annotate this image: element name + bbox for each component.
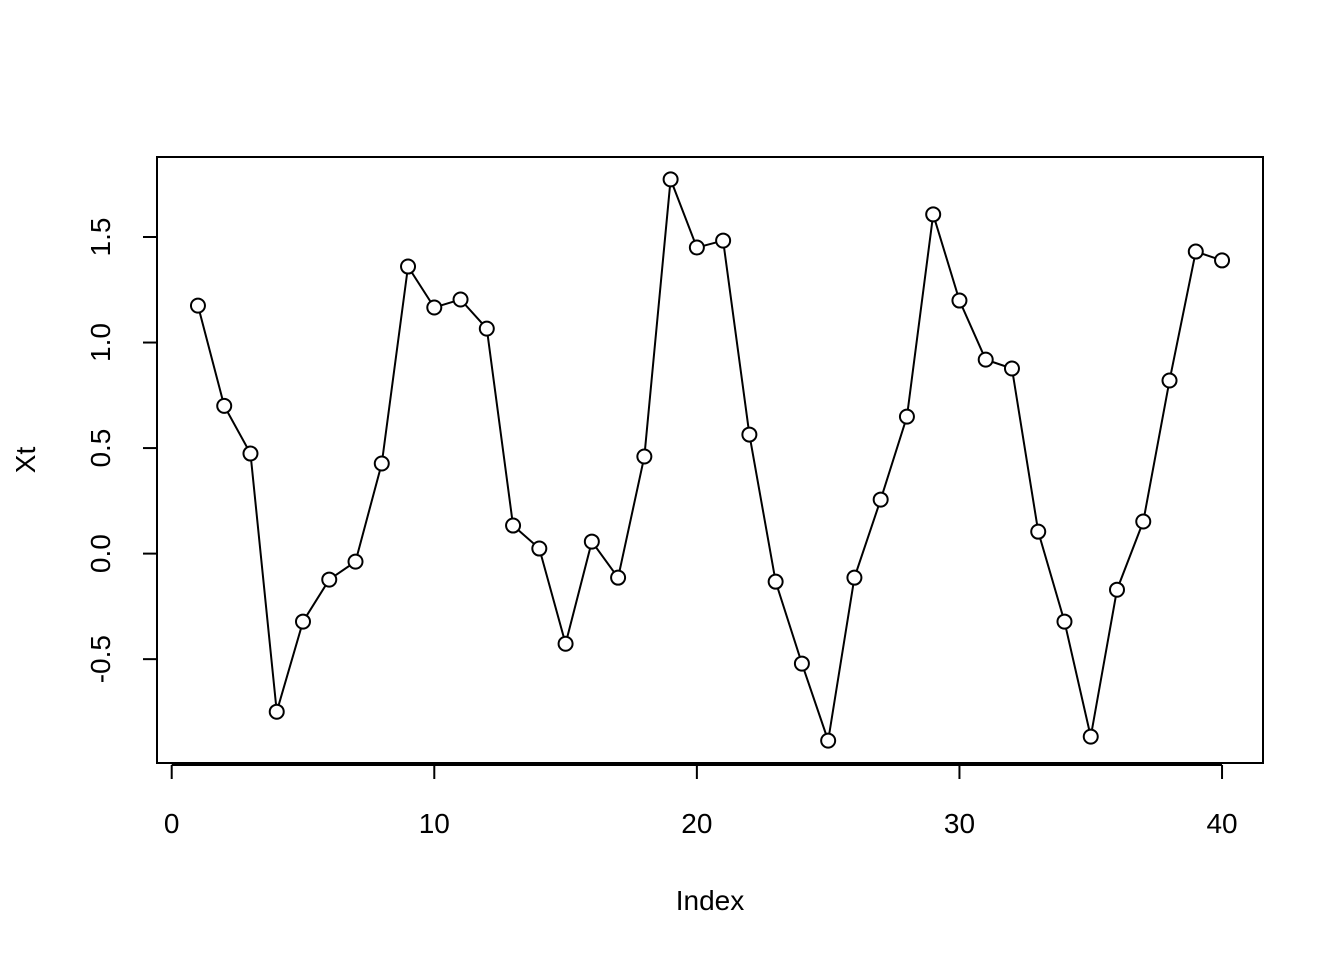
point bbox=[242, 445, 259, 462]
point bbox=[1161, 372, 1178, 389]
x-tick-label: 0 bbox=[164, 808, 180, 839]
point bbox=[688, 239, 705, 256]
point bbox=[767, 573, 784, 590]
x-axis-label: Index bbox=[676, 885, 745, 916]
point bbox=[1214, 252, 1231, 269]
point bbox=[846, 569, 863, 586]
y-tick-label: 1.5 bbox=[85, 218, 116, 257]
point bbox=[452, 291, 469, 308]
point bbox=[557, 635, 574, 652]
point bbox=[1135, 513, 1152, 530]
point bbox=[294, 613, 311, 630]
point bbox=[1082, 728, 1099, 745]
point bbox=[1030, 523, 1047, 540]
point bbox=[373, 455, 390, 472]
point bbox=[505, 517, 522, 534]
point bbox=[426, 299, 443, 316]
y-tick-label: 1.0 bbox=[85, 323, 116, 362]
point bbox=[636, 448, 653, 465]
point bbox=[662, 171, 679, 188]
point bbox=[1003, 360, 1020, 377]
point bbox=[268, 703, 285, 720]
plot-box bbox=[156, 156, 1264, 764]
point bbox=[820, 732, 837, 749]
point bbox=[1056, 613, 1073, 630]
point bbox=[898, 408, 915, 425]
y-tick-label: 0.0 bbox=[85, 534, 116, 573]
point bbox=[531, 540, 548, 557]
point bbox=[610, 569, 627, 586]
series-line bbox=[196, 179, 1223, 741]
point bbox=[872, 491, 889, 508]
point bbox=[793, 655, 810, 672]
point bbox=[583, 533, 600, 550]
point bbox=[1187, 243, 1204, 260]
x-tick-label: 40 bbox=[1206, 808, 1237, 839]
x-tick-label: 20 bbox=[681, 808, 712, 839]
point bbox=[321, 571, 338, 588]
point bbox=[400, 258, 417, 275]
y-axis-label: Xt bbox=[10, 447, 41, 474]
y-tick-label: 0.5 bbox=[85, 429, 116, 468]
point bbox=[216, 397, 233, 414]
point bbox=[977, 351, 994, 368]
x-tick-label: 30 bbox=[944, 808, 975, 839]
point bbox=[741, 426, 758, 443]
point bbox=[715, 232, 732, 249]
point bbox=[478, 320, 495, 337]
point bbox=[951, 292, 968, 309]
x-tick-label: 10 bbox=[419, 808, 450, 839]
point bbox=[189, 297, 206, 314]
point bbox=[925, 206, 942, 223]
point bbox=[347, 553, 364, 570]
point bbox=[1109, 581, 1126, 598]
y-tick-label: -0.5 bbox=[85, 635, 116, 683]
